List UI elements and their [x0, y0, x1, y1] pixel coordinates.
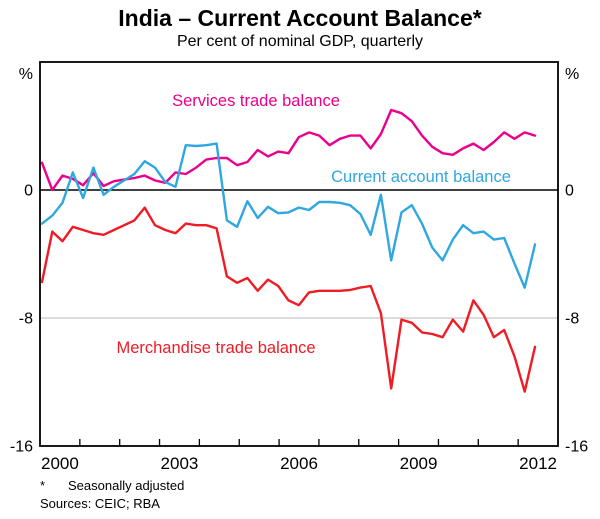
- unit-label-right: %: [565, 66, 579, 83]
- y-label-right-0: 0: [565, 183, 574, 200]
- x-label-2012: 2012: [519, 454, 557, 473]
- x-label-2000: 2000: [41, 454, 79, 473]
- series-label-current-account-balance: Current account balance: [331, 168, 511, 186]
- series-line-merchandise-trade-balance: [40, 206, 537, 393]
- plot-frame: [39, 61, 559, 447]
- footnote: * Seasonally adjusted: [40, 478, 184, 493]
- y-label-left--8: -8: [19, 311, 33, 328]
- x-label-2003: 2003: [161, 454, 199, 473]
- y-label-left-0: 0: [24, 183, 33, 200]
- chart-subtitle: Per cent of nominal GDP, quarterly: [176, 33, 424, 50]
- footnote-text: Seasonally adjusted: [68, 478, 185, 493]
- x-label-2006: 2006: [280, 454, 318, 473]
- y-label-right--8: -8: [565, 311, 579, 328]
- unit-label-left: %: [19, 66, 33, 83]
- footnote-asterisk: *: [40, 478, 46, 493]
- x-label-2009: 2009: [400, 454, 438, 473]
- y-label-left--16: -16: [10, 439, 33, 456]
- series-label-merchandise-trade-balance: Merchandise trade balance: [116, 339, 315, 357]
- sources-note: Sources: CEIC; RBA: [40, 496, 160, 511]
- y-label-right--16: -16: [565, 439, 588, 456]
- chart-title: India – Current Account Balance*: [118, 5, 482, 31]
- series-label-services-trade-balance: Services trade balance: [172, 92, 340, 110]
- series-line-current-account-balance: [40, 142, 537, 289]
